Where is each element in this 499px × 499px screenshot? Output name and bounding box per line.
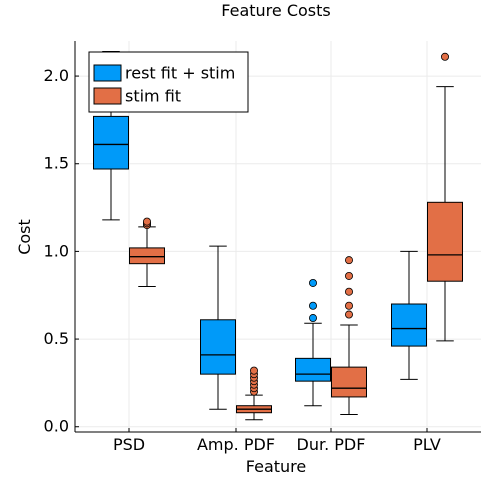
box-stim-fit-psd — [130, 218, 165, 286]
outlier-point — [309, 314, 316, 321]
iqr-box — [332, 367, 367, 397]
chart-title: Feature Costs — [221, 1, 330, 20]
outlier-point — [309, 279, 316, 286]
iqr-box — [428, 202, 463, 281]
outlier-point — [345, 288, 352, 295]
outlier-point — [309, 302, 316, 309]
outlier-point — [345, 272, 352, 279]
box-rest-fit-stim-dur-pdf — [296, 279, 331, 405]
box-stim-fit-amp-pdf — [237, 367, 272, 420]
x-tick-label-dur-pdf: Dur. PDF — [297, 435, 366, 454]
y-tick-label: 1.0 — [44, 241, 69, 260]
box-rest-fit-stim-amp-pdf — [201, 246, 236, 409]
legend-label-rest-fit-stim: rest fit + stim — [125, 64, 235, 83]
y-tick-label: 0.0 — [44, 417, 69, 436]
outlier-point — [441, 53, 448, 60]
y-tick-label: 0.5 — [44, 329, 69, 348]
x-tick-label-psd: PSD — [113, 435, 145, 454]
legend-label-stim-fit: stim fit — [125, 87, 181, 106]
iqr-box — [296, 358, 331, 381]
x-tick-label-amp-pdf: Amp. PDF — [197, 435, 275, 454]
legend: rest fit + stim stim fit — [89, 52, 248, 112]
iqr-box — [201, 320, 236, 374]
iqr-box — [392, 304, 427, 346]
box-rest-fit-stim-plv — [392, 251, 427, 379]
box-stim-fit-dur-pdf — [332, 257, 367, 415]
iqr-box — [130, 248, 165, 264]
legend-swatch-stim-fit — [94, 88, 121, 104]
y-axis-title: Cost — [15, 219, 34, 255]
x-axis-title: Feature — [246, 457, 306, 476]
outlier-point — [250, 367, 257, 374]
iqr-box — [94, 116, 129, 169]
box-stim-fit-plv — [428, 53, 463, 341]
outlier-point — [345, 311, 352, 318]
y-tick-label: 2.0 — [44, 66, 69, 85]
outlier-point — [345, 257, 352, 264]
y-tick-label: 1.5 — [44, 154, 69, 173]
outlier-point — [143, 218, 150, 225]
x-tick-label-plv: PLV — [413, 435, 441, 454]
outlier-point — [345, 302, 352, 309]
legend-swatch-rest-fit-stim — [94, 65, 121, 81]
